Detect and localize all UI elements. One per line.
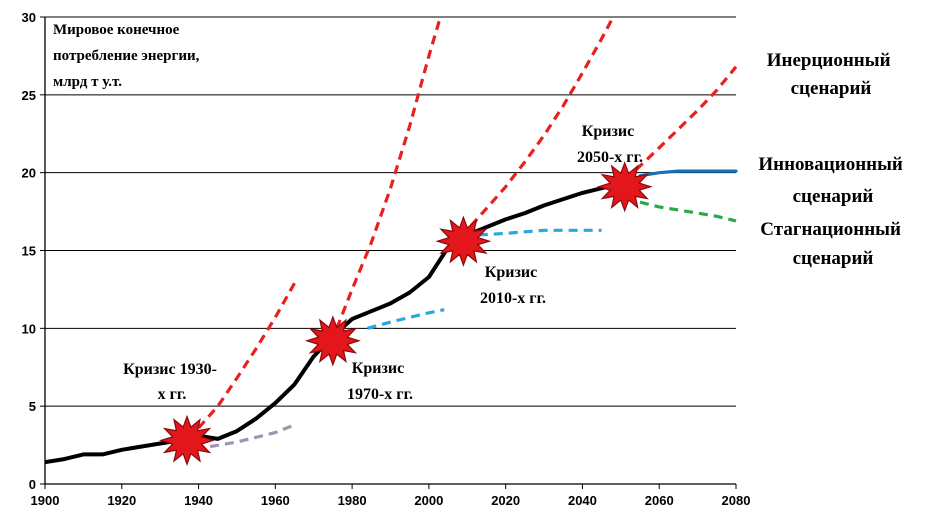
x-tick-label-2020: 2020 [491,493,520,508]
crisis-label-1970s: Кризис 1970-х гг. [347,360,413,403]
series-inertial [635,65,738,171]
crisis-label-2010s: Кризис 2010-х гг. [480,264,546,307]
series-growth-2010 [469,17,615,227]
x-tick-label-1980: 1980 [338,493,367,508]
series-stagnation-2050 [639,200,737,223]
series-innovative [638,169,738,178]
x-tick-label-1900: 1900 [31,493,60,508]
chart-title: Мировое конечное потребление энергии, мл… [53,22,203,90]
x-tick-label-1920: 1920 [107,493,136,508]
crisis-marker-3 [596,161,653,213]
crisis-label-2050s: Кризис 2050-х гг. [577,123,643,166]
x-tick-label-2040: 2040 [568,493,597,508]
series-growth-1970 [335,17,442,329]
crisis-marker-0 [158,414,216,467]
series-stagnation-1970 [367,308,445,330]
y-tick-label-15: 15 [22,244,36,259]
y-tick-label-5: 5 [29,399,36,414]
scenario-label-stagnation: Стагнационный сценарий [760,219,905,269]
y-tick-labels: 0 5 10 15 20 25 30 [22,10,45,492]
x-tick-label-1940: 1940 [184,493,213,508]
series-growth-1930 [197,282,296,430]
x-tick-labels: 1900 1920 1940 1960 1980 2000 2020 2040 2060 2080 [31,484,751,508]
y-tick-label-20: 20 [22,166,36,181]
y-tick-label-10: 10 [22,321,36,336]
y-tick-label-0: 0 [29,477,36,492]
scenario-label-inertial: Инерционный сценарий [767,50,896,99]
series-stagnation-2010 [478,228,602,237]
x-tick-label-2060: 2060 [645,493,674,508]
scenario-label-innovative: Инновационный сценарий [758,154,907,207]
x-tick-label-2080: 2080 [722,493,751,508]
y-tick-label-25: 25 [22,88,36,103]
x-tick-label-1960: 1960 [261,493,290,508]
series-stagnation-1930 [209,423,296,449]
crisis-marker-1 [304,315,361,367]
crisis-marker-2 [435,215,492,267]
x-tick-label-2000: 2000 [414,493,443,508]
y-tick-label-30: 30 [22,10,36,25]
crisis-label-1930s: Кризис 1930- х гг. [123,361,221,403]
crisis-markers [158,161,653,467]
gridlines [45,16,736,407]
